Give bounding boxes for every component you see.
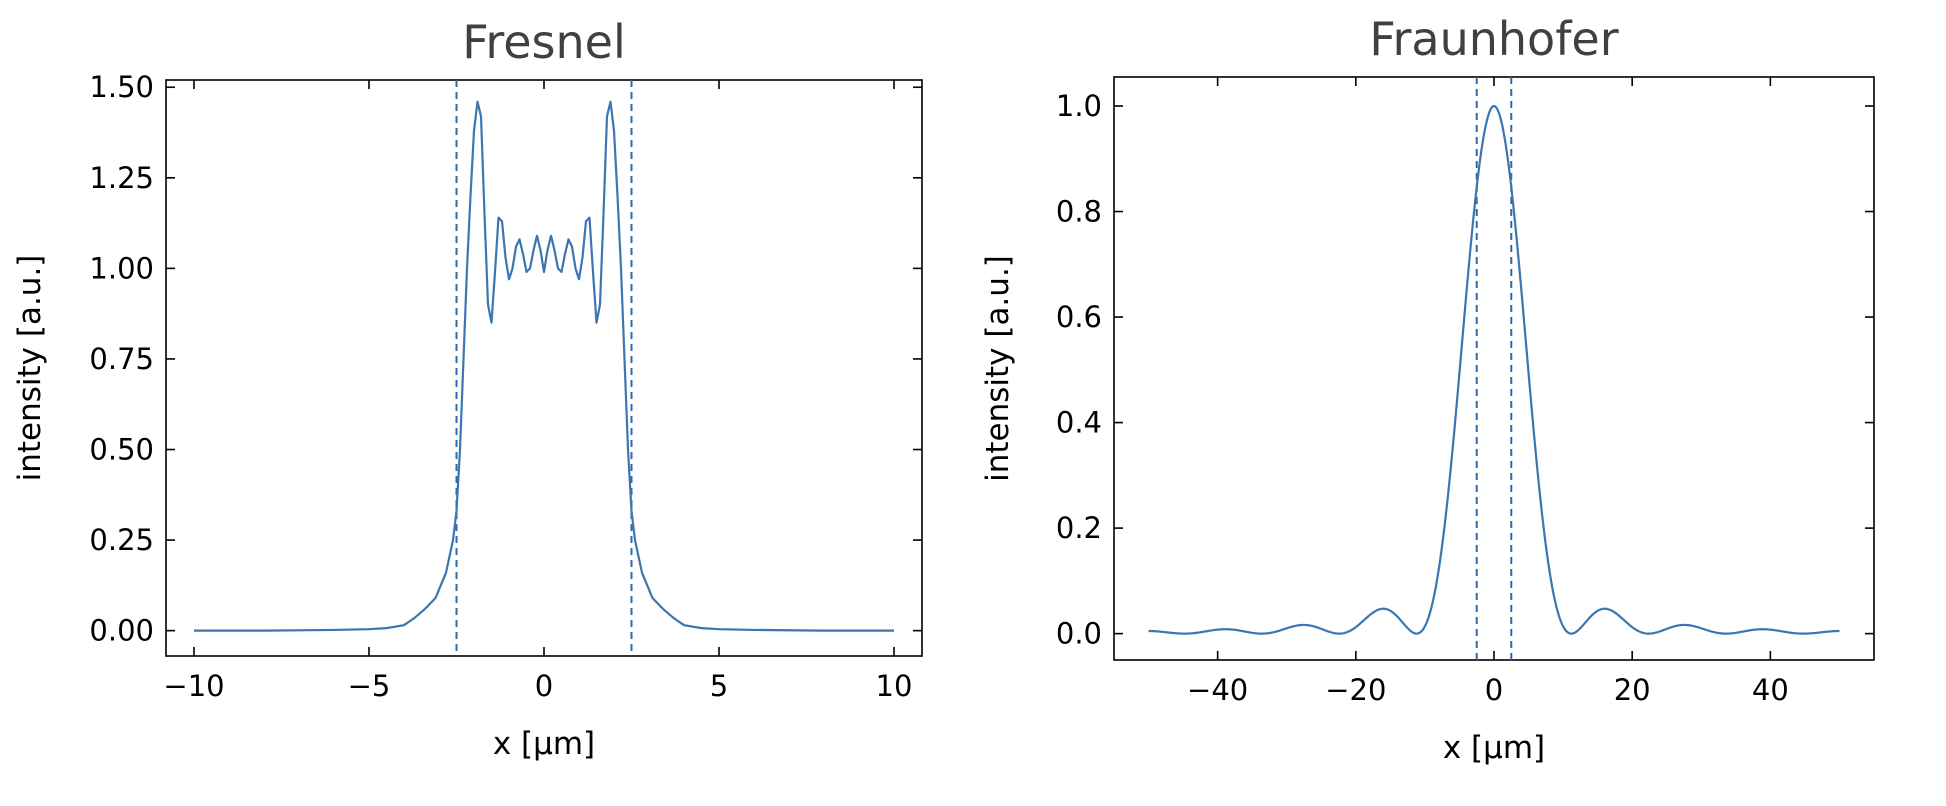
intensity-curve [1148,104,1840,635]
y-tick-label: 0.50 [89,433,154,467]
x-tick-label: 0 [1485,673,1503,707]
fresnel-panel: Fresnel −10 −5 0 5 10 0.00 0.25 0.50 0.75 1.00 1.25… [12,15,923,762]
y-tick-label: 0.75 [89,342,154,376]
y-tick-label: 0.4 [1056,406,1102,440]
y-tick-label: 0.2 [1056,511,1102,545]
y-tick-label: 1.0 [1056,89,1102,123]
y-tick-label: 1.00 [89,251,154,285]
y-axis-label: intensity [a.u.] [980,255,1016,482]
x-tick-label: 5 [710,669,728,703]
intensity-curve [194,100,894,632]
x-axis-label: x [µm] [493,726,595,762]
x-tick-label: −10 [163,669,224,703]
y-tick-label: 1.50 [89,70,154,104]
y-tick-label: 0.0 [1056,617,1102,651]
y-tick-label: 0.25 [89,523,154,557]
y-tick-label: 0.8 [1056,195,1102,229]
x-tick-label: −20 [1325,673,1386,707]
x-tick-label: −40 [1187,673,1248,707]
y-axis-label: intensity [a.u.] [12,255,48,482]
fraunhofer-panel: Fraunhofer −40 −20 0 20 40 0.0 0.2 0.4 0.6 0.8 1.0 x… [980,12,1875,766]
y-tick-label: 0.6 [1056,300,1102,334]
x-tick-label: −5 [348,669,391,703]
chart-title: Fresnel [462,15,626,69]
y-tick-label: 0.00 [89,614,154,648]
x-tick-label: 10 [876,669,913,703]
x-axis-label: x [µm] [1443,730,1545,766]
y-tick-label: 1.25 [89,161,154,195]
x-tick-label: 0 [535,669,553,703]
chart-title: Fraunhofer [1369,12,1618,66]
x-tick-label: 20 [1614,673,1651,707]
x-tick-label: 40 [1752,673,1789,707]
plot-frame [1113,76,1875,661]
plot-frame [165,79,923,657]
